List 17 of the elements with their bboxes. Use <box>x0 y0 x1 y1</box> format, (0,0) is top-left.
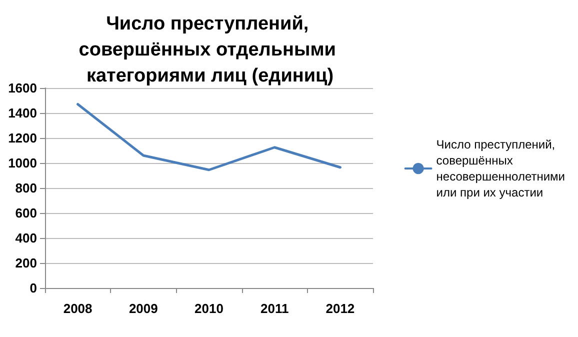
y-tick-label: 1200 <box>8 130 37 146</box>
y-tick-label: 1600 <box>8 80 37 96</box>
x-tick-label: 2012 <box>326 301 355 316</box>
x-tick-label: 2008 <box>63 301 92 316</box>
line-series <box>76 103 342 172</box>
y-tick-label: 1000 <box>8 156 37 170</box>
x-tick-label: 2011 <box>260 301 289 316</box>
chart-title: Число преступлений, совершённых отдельными категориями лиц (единиц) <box>78 14 342 86</box>
legend-label: Число преступлений, совершённых несовершеннолетними или при их участии <box>436 138 565 200</box>
y-tick-label: 0 <box>30 280 37 296</box>
y-tick-label: 1400 <box>8 106 37 120</box>
x-tick-label: 2009 <box>128 301 158 316</box>
y-tick-label: 400 <box>15 230 37 246</box>
y-tick-label: 200 <box>15 256 37 270</box>
y-tick-label: 800 <box>15 180 37 196</box>
y-tick-label: 600 <box>15 206 37 220</box>
x-tick-label: 2010 <box>194 301 224 316</box>
